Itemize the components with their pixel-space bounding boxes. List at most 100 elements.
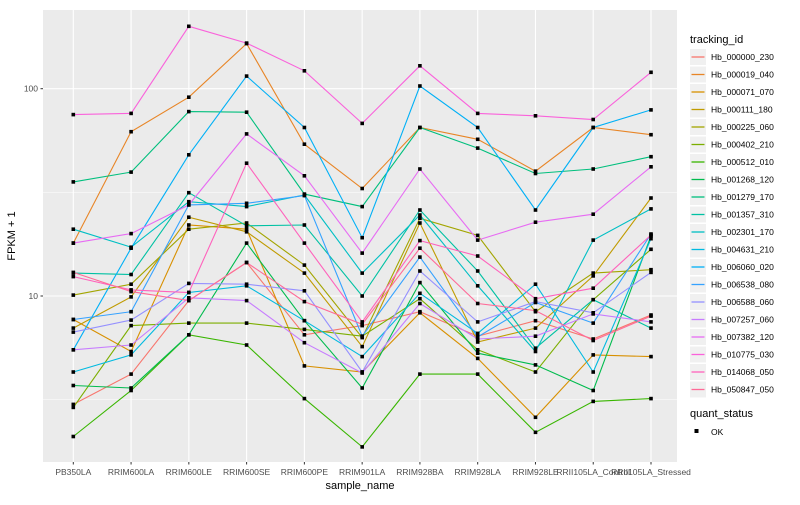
data-point [360,271,364,275]
data-point [244,343,249,347]
legend-quant-status-items: OK [694,427,724,437]
y-tick-label: 10 [29,291,39,301]
data-point [418,213,422,217]
x-tick-label: RRII105LA_Stressed [611,467,691,477]
data-point [71,434,76,439]
data-point [187,296,191,300]
data-point [129,111,133,116]
data-point [649,154,653,159]
legend-item-label: Hb_007257_060 [711,315,774,325]
data-point [71,326,76,330]
data-point [475,351,480,355]
data-point [302,396,307,401]
data-point [187,290,191,295]
legend-item-Hb_001279_170: Hb_001279_170 [690,189,774,205]
data-point [475,340,480,344]
legend-item-label: Hb_006538_080 [711,280,774,290]
data-point [418,84,422,88]
data-point [418,216,422,221]
legend-item-Hb_000402_210: Hb_000402_210 [690,136,774,153]
data-point [129,282,133,286]
data-point [649,354,653,359]
data-point [591,212,595,216]
data-point [129,295,133,299]
legend-item-label: Hb_004631_210 [711,245,774,255]
data-point [475,269,480,273]
data-point [71,227,76,231]
legend-item-Hb_007257_060: Hb_007257_060 [690,311,774,328]
data-point [649,247,653,252]
data-point [71,180,76,184]
data-point [129,386,133,390]
legend-item-label: Hb_000111_180 [711,105,773,115]
x-tick-label: RRIM600PE [281,467,329,477]
data-point [649,132,653,137]
data-point [302,299,307,304]
data-point [649,270,653,275]
x-tick-label: RRII105LA_Control [556,467,630,477]
legend-item-Hb_002301_170: Hb_002301_170 [690,224,774,240]
x-tick-label: PB350LA [55,467,91,477]
data-point [591,271,595,275]
data-point [591,312,595,316]
data-point [418,246,422,250]
data-point [533,370,538,374]
legend-item-Hb_001357_310: Hb_001357_310 [690,206,774,223]
data-point [649,236,653,241]
data-point [129,353,133,357]
legend-item-Hb_004631_210: Hb_004631_210 [690,241,774,258]
data-point [71,241,76,245]
data-point [302,69,307,73]
data-point [244,241,249,245]
data-point [649,165,653,169]
y-tick-label: 100 [24,84,38,94]
data-point [418,64,422,68]
data-point [591,297,595,302]
legend-item-label: Hb_001268_120 [711,175,774,185]
data-point [360,334,364,338]
legend-item-label: Hb_001357_310 [711,210,774,220]
data-point [475,335,480,339]
legend-item-label: Hb_000225_060 [711,122,774,132]
data-point [533,220,538,224]
data-point [71,402,76,407]
data-point [71,405,76,410]
legend-key-square-icon [694,429,699,433]
data-point [244,41,249,45]
data-point [649,326,653,330]
data-point [418,167,422,171]
data-point [244,204,249,209]
data-point [360,121,364,126]
data-point [591,399,595,404]
x-tick-label: RRIM600SE [223,467,271,477]
data-point [302,263,307,267]
data-point [302,318,307,323]
legend-item-Hb_000071_070: Hb_000071_070 [690,84,774,100]
data-point [591,321,595,325]
y-axis-title: FPKM + 1 [6,211,18,260]
data-point [533,282,538,286]
data-point [302,193,307,198]
data-point [418,311,422,315]
data-point [418,269,422,273]
data-point [244,221,249,225]
data-point [129,289,133,294]
data-point [244,227,249,231]
legend-item-label: Hb_014068_050 [711,367,774,377]
data-point [302,271,307,275]
data-point [187,95,191,99]
data-point [302,223,307,227]
data-point [244,161,249,165]
data-point [591,117,595,122]
data-point [591,388,595,393]
data-point [71,330,76,334]
data-point [244,224,249,228]
data-point [129,170,133,174]
data-point [187,227,191,231]
data-point [360,344,364,349]
data-points [71,24,653,449]
legend-item-Hb_000512_010: Hb_000512_010 [690,154,774,170]
data-point [649,314,653,318]
